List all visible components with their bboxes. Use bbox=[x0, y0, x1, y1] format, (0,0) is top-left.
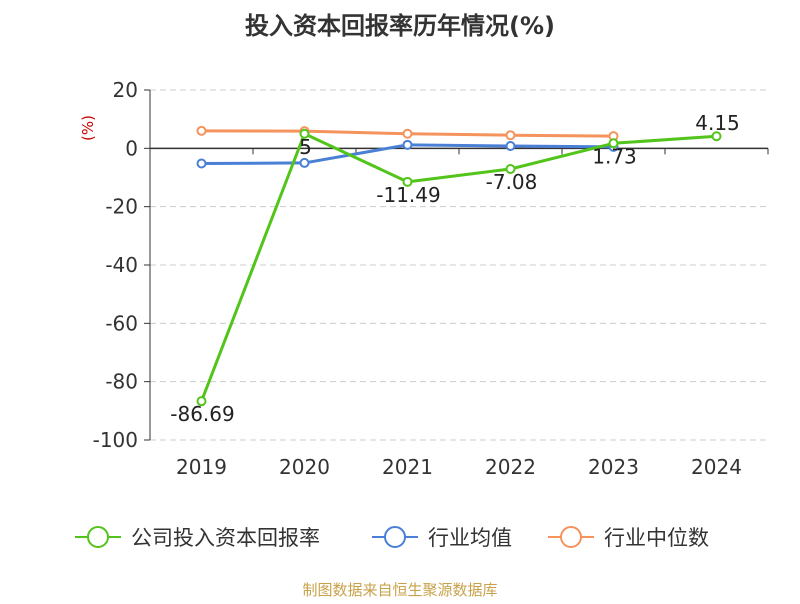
data-point bbox=[402, 176, 413, 187]
data-point bbox=[299, 157, 310, 168]
legend-label: 行业均值 bbox=[428, 526, 512, 550]
series-lines bbox=[196, 125, 722, 407]
x-tick-label: 2022 bbox=[485, 455, 536, 479]
data-label: -86.69 bbox=[170, 402, 234, 426]
data-point bbox=[402, 139, 413, 150]
y-axis-label: (%) bbox=[79, 115, 97, 141]
data-point bbox=[505, 163, 516, 174]
legend-marker-icon bbox=[560, 526, 582, 548]
grid-lines bbox=[150, 89, 768, 441]
y-tick-label: -20 bbox=[105, 195, 138, 219]
data-point bbox=[505, 130, 516, 141]
data-point bbox=[299, 128, 310, 139]
legend-marker-icon bbox=[87, 526, 109, 548]
data-labels: -86.69 5 -11.49 -7.08 1.73 4.15 bbox=[170, 111, 740, 426]
x-tick-label: 2021 bbox=[382, 455, 433, 479]
legend-label: 行业中位数 bbox=[604, 526, 709, 550]
y-tick-label: -100 bbox=[93, 428, 138, 452]
axes: 20 0 -20 -40 -60 -80 -100 2019 2020 2021 2022 2023 2… bbox=[93, 78, 769, 479]
chart-title: 投入资本回报率历年情况(%) bbox=[245, 12, 555, 40]
x-tick-label: 2023 bbox=[588, 455, 639, 479]
y-tick-label: -60 bbox=[105, 311, 138, 335]
legend-item[interactable]: 公司投入资本回报率 bbox=[75, 526, 320, 550]
y-tick-label: -80 bbox=[105, 370, 138, 394]
data-label: 1.73 bbox=[592, 144, 637, 168]
data-point bbox=[402, 128, 413, 139]
data-point bbox=[196, 158, 207, 169]
data-point bbox=[608, 138, 619, 149]
x-tick-label: 2024 bbox=[691, 455, 742, 479]
legend-label: 公司投入资本回报率 bbox=[131, 526, 320, 550]
legend-marker-icon bbox=[384, 526, 406, 548]
data-point bbox=[505, 141, 516, 151]
data-label: 4.15 bbox=[695, 111, 740, 135]
source-footer: 制图数据来自恒生聚源数据库 bbox=[302, 581, 497, 599]
data-label: -7.08 bbox=[486, 170, 538, 194]
data-point bbox=[196, 125, 207, 136]
x-tick-label: 2019 bbox=[176, 455, 227, 479]
y-tick-label: 0 bbox=[125, 136, 138, 160]
legend: 公司投入资本回报率 行业均值 行业中位数 bbox=[75, 526, 709, 550]
data-label: -11.49 bbox=[376, 183, 440, 207]
data-point bbox=[711, 131, 722, 142]
x-tick-label: 2020 bbox=[279, 455, 330, 479]
y-tick-label: 20 bbox=[113, 78, 138, 102]
y-tick-label: -40 bbox=[105, 253, 138, 277]
series-line bbox=[200, 132, 717, 402]
legend-item[interactable]: 行业中位数 bbox=[548, 526, 709, 550]
data-point bbox=[196, 396, 207, 407]
legend-item[interactable]: 行业均值 bbox=[372, 526, 512, 550]
data-label: 5 bbox=[299, 135, 312, 159]
